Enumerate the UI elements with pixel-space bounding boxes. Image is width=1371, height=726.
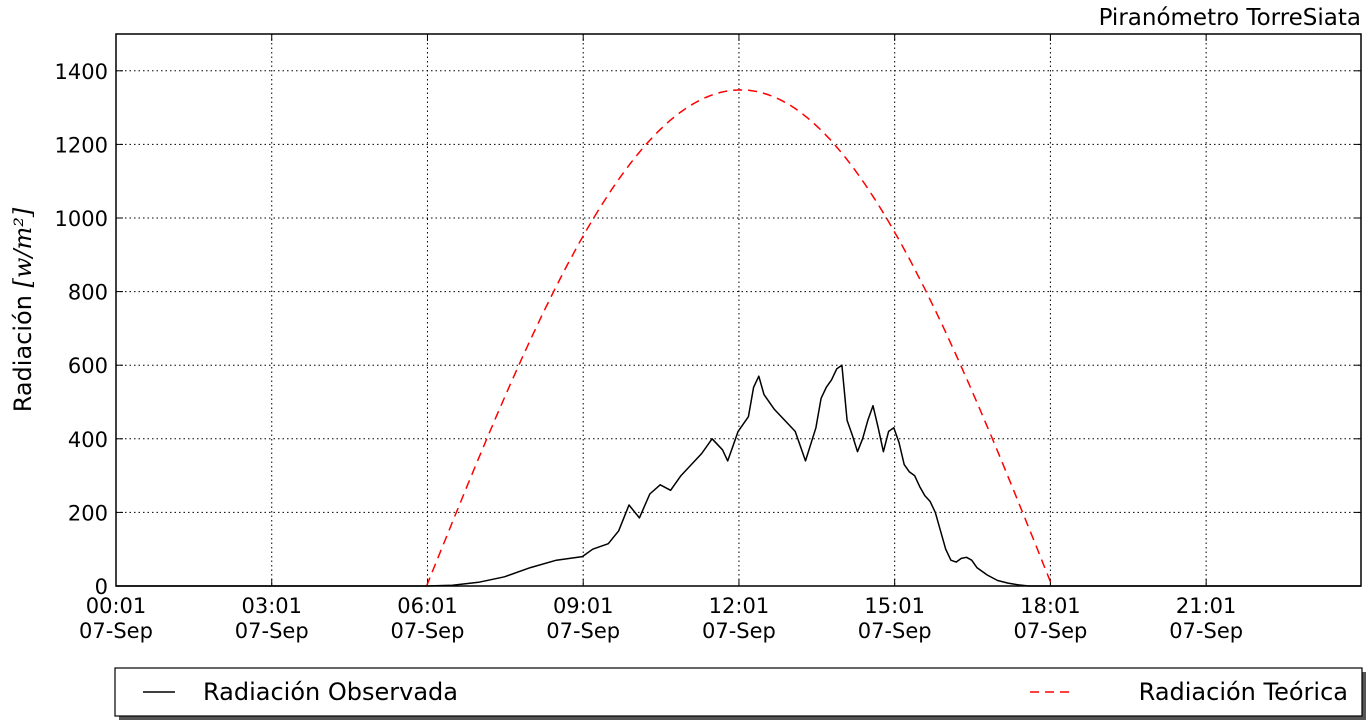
x-tick-label-time: 15:01 [864,594,925,618]
series-line-theoretical [425,89,1053,587]
y-axis-ticks: 0 200 400 600 800 1000 1200 1400 [55,60,1361,599]
x-tick-label-date: 07-Sep [79,619,153,643]
x-axis-ticks: 00:0107-Sep03:0107-Sep06:0107-Sep09:0107… [79,34,1243,643]
x-tick-label-time: 09:01 [553,594,614,618]
y-axis-label: Radiación [w/m²] [9,207,37,412]
x-tick-label-date: 07-Sep [391,619,465,643]
y-tick-label: 400 [68,428,108,452]
y-tick-label: 1000 [55,207,108,231]
x-tick-label-time: 06:01 [397,594,458,618]
x-tick-label-time: 18:01 [1020,594,1081,618]
series-lines [116,89,1361,587]
legend-box [114,667,1363,717]
x-tick-label-date: 07-Sep [702,619,776,643]
x-tick-label-time: 00:01 [86,594,147,618]
x-tick-label-date: 07-Sep [858,619,932,643]
legend: Radiación Observada Radiación Teórica [114,667,1366,720]
y-axis-label-text: Radiación [9,287,37,412]
x-tick-label-date: 07-Sep [1169,619,1243,643]
y-tick-label: 800 [68,281,108,305]
x-tick-label-time: 03:01 [241,594,302,618]
y-tick-label: 1400 [55,60,108,84]
chart-title: Piranómetro TorreSiata [1099,5,1361,31]
y-tick-label: 200 [68,501,108,525]
y-axis-label-unit: [w/m²] [9,207,37,287]
plot-frame [115,33,1362,587]
y-tick-label: 0 [95,575,108,599]
legend-label-observed: Radiación Observada [203,678,458,706]
x-tick-label-date: 07-Sep [546,619,620,643]
y-tick-label: 1200 [55,133,108,157]
x-tick-label-time: 21:01 [1176,594,1237,618]
grid-lines [116,34,1361,586]
series-line-observed [116,364,1361,587]
x-tick-label-time: 12:01 [709,594,770,618]
x-tick-label-date: 07-Sep [1013,619,1087,643]
x-tick-label-date: 07-Sep [235,619,309,643]
y-tick-label: 600 [68,354,108,378]
legend-label-theoretical: Radiación Teórica [1139,678,1348,706]
